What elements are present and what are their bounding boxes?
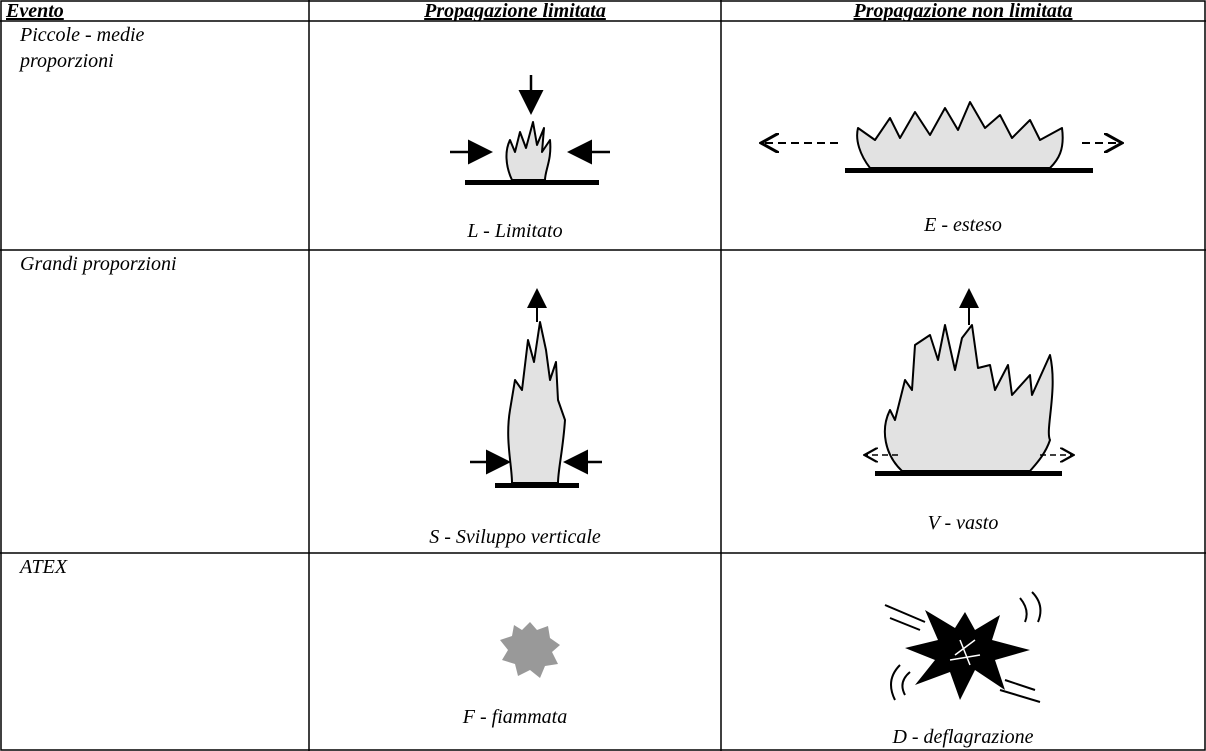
header-cell: Propagazione limitata	[424, 0, 606, 22]
event-label: Grandi proporzioni	[20, 253, 177, 275]
icon-sviluppo-verticale	[470, 288, 602, 488]
icon-limitato	[450, 75, 610, 185]
icon-vasto	[866, 288, 1072, 476]
icon-esteso	[763, 101, 1120, 173]
header-cell: Propagazione non limitata	[853, 0, 1073, 22]
event-label: Piccole - medie proporzioni	[20, 24, 145, 72]
event-label: ATEX	[20, 556, 68, 578]
caption: S - Sviluppo verticale	[429, 526, 601, 548]
header-cell: Evento	[6, 0, 64, 22]
caption: L - Limitato	[467, 220, 563, 242]
icon-fiammata	[500, 622, 560, 678]
caption: F - fiammata	[462, 706, 568, 728]
caption: D - deflagrazione	[892, 726, 1034, 748]
caption: E - esteso	[924, 214, 1002, 236]
icon-deflagrazione	[884, 591, 1042, 703]
caption: V - vasto	[927, 512, 999, 534]
